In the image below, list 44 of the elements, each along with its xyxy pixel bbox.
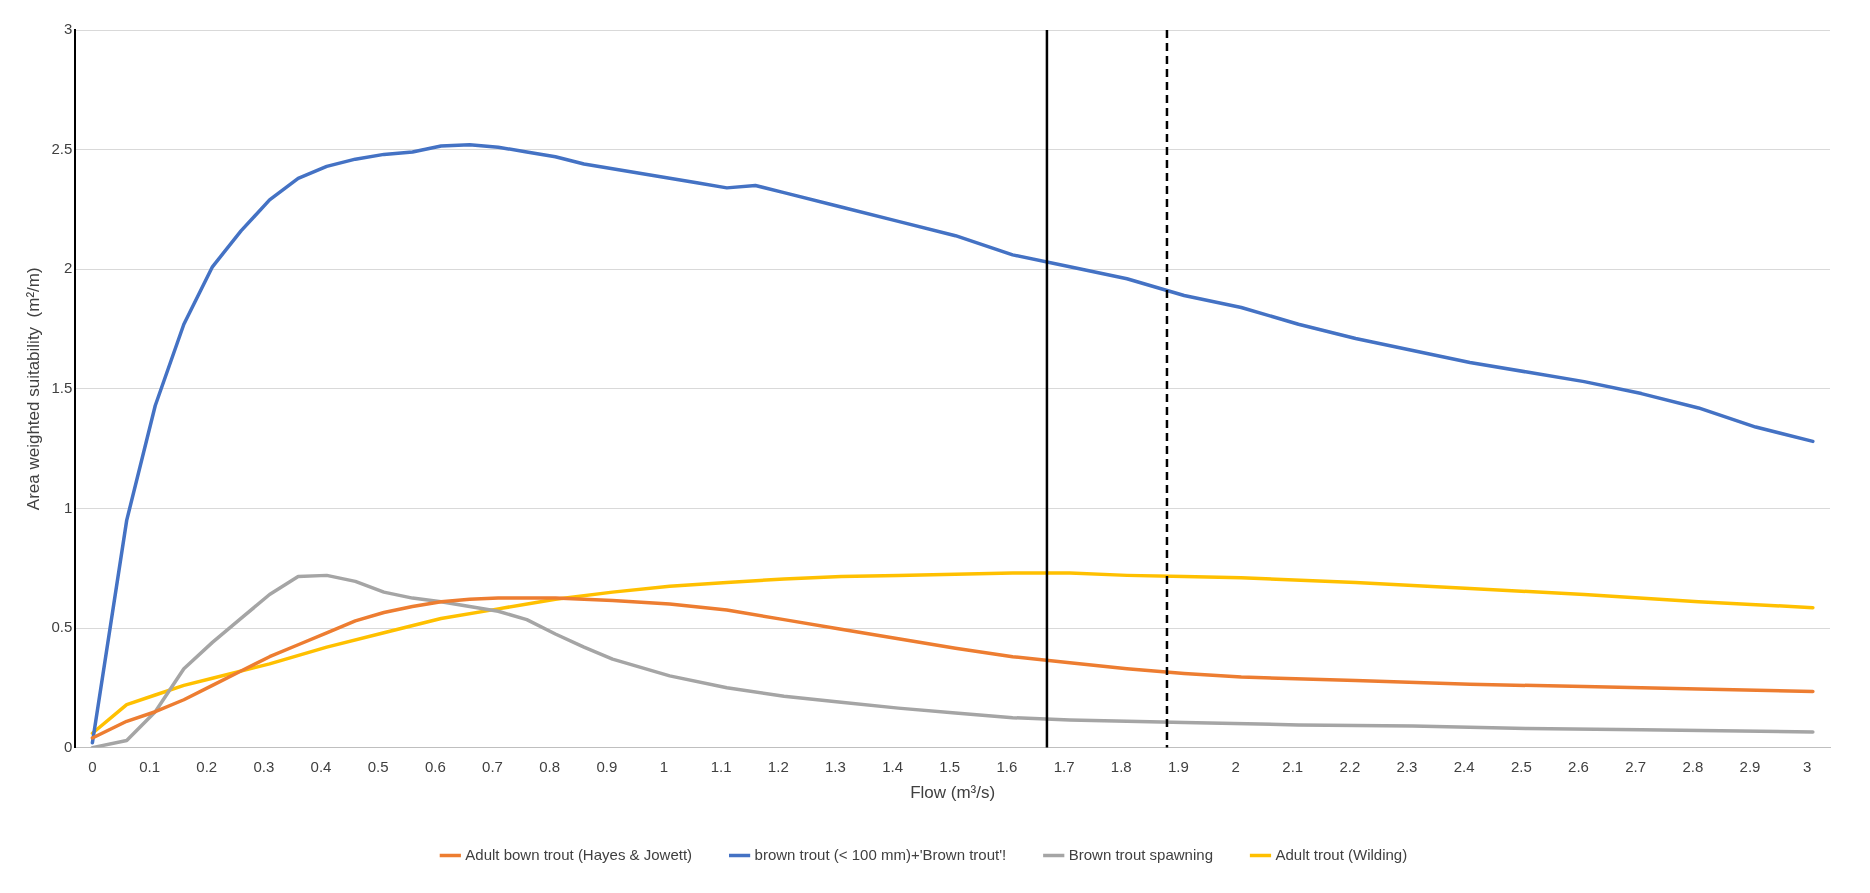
y-tick-label: 2 xyxy=(63,259,73,277)
y-tick-label: 0.5 xyxy=(51,618,73,636)
legend-label: Adult trout (Wilding) xyxy=(1275,845,1408,863)
x-tick-label: 1.1 xyxy=(710,757,732,775)
x-tick-label: 1.6 xyxy=(996,757,1018,775)
x-tick-label: 1.7 xyxy=(1053,757,1075,775)
x-tick-label: 0.3 xyxy=(253,757,275,775)
x-tick-label: 0.4 xyxy=(310,757,332,775)
x-axis-title: Flow (m³/s) xyxy=(910,783,996,803)
x-tick-label: 0.1 xyxy=(139,757,160,775)
x-tick-label: 2.3 xyxy=(1396,757,1418,775)
x-tick-label: 2.2 xyxy=(1339,757,1361,775)
x-tick-label: 1.5 xyxy=(939,757,961,775)
y-tick-label: 1 xyxy=(63,498,73,516)
x-tick-label: 0.5 xyxy=(367,757,389,775)
x-tick-label: 1.3 xyxy=(825,757,846,775)
x-tick-label: 0.8 xyxy=(539,757,561,775)
legend-label: Brown trout spawning xyxy=(1068,845,1213,863)
y-tick-label: 3 xyxy=(63,20,73,38)
x-tick-label: 0.6 xyxy=(424,757,446,775)
x-tick-label: 0.9 xyxy=(596,757,618,775)
x-tick-label: 0 xyxy=(88,757,97,775)
y-tick-label: 1.5 xyxy=(51,378,73,396)
x-tick-label: 0.2 xyxy=(196,757,218,775)
x-tick-label: 2.8 xyxy=(1682,757,1704,775)
x-tick-label: 0.7 xyxy=(482,757,503,775)
x-tick-label: 3 xyxy=(1802,757,1812,775)
x-tick-label: 2.4 xyxy=(1453,757,1475,775)
x-tick-label: 1.9 xyxy=(1167,757,1189,775)
x-tick-label: 2.7 xyxy=(1625,757,1647,775)
x-tick-label: 1.8 xyxy=(1110,757,1132,775)
x-tick-label: 2.5 xyxy=(1510,757,1532,775)
x-tick-label: 1 xyxy=(659,757,669,775)
x-tick-label: 2.1 xyxy=(1282,757,1304,775)
y-tick-label: 0 xyxy=(63,737,73,755)
x-tick-label: 2 xyxy=(1231,757,1240,775)
legend-label: brown trout (< 100 mm)+'Brown trout'! xyxy=(754,845,1007,863)
legend-label: Adult bown trout (Hayes & Jowett) xyxy=(465,845,693,863)
x-tick-label: 1.2 xyxy=(767,757,789,775)
y-axis-title: Area weighted suitability (m²/m) xyxy=(23,267,43,511)
x-tick-label: 2.9 xyxy=(1739,757,1761,775)
x-tick-label: 1.4 xyxy=(882,757,904,775)
x-tick-label: 2.6 xyxy=(1568,757,1589,775)
y-tick-label: 2.5 xyxy=(51,139,73,157)
